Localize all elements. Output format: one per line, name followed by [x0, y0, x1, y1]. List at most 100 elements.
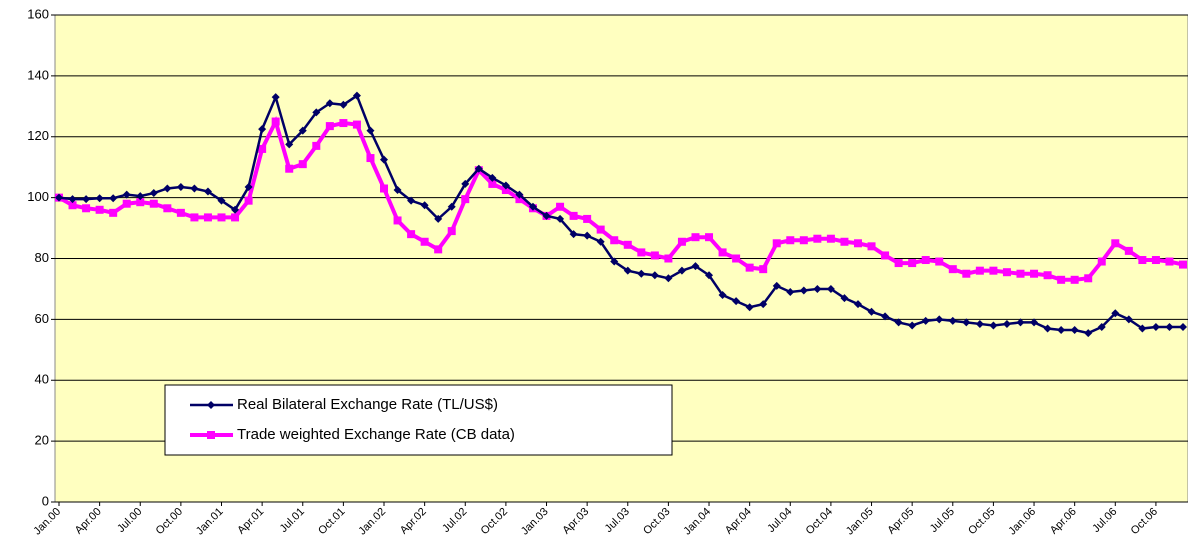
- data-point: [488, 179, 497, 188]
- data-point: [231, 213, 240, 222]
- x-tick-label: Apr.05: [885, 506, 916, 537]
- data-point: [325, 99, 334, 108]
- data-point: [312, 108, 321, 117]
- data-point: [1111, 239, 1120, 248]
- data-point: [312, 141, 321, 150]
- data-point: [1165, 322, 1174, 331]
- data-point: [203, 187, 212, 196]
- data-point: [1179, 260, 1187, 269]
- x-tick-label: Oct.01: [316, 506, 347, 537]
- data-point: [109, 194, 118, 203]
- y-tick-label: 100: [27, 189, 49, 204]
- data-point: [732, 297, 741, 306]
- x-tick-label: Oct.03: [641, 506, 672, 537]
- data-point: [908, 259, 917, 268]
- data-point: [867, 242, 876, 251]
- data-point: [786, 236, 795, 245]
- x-tick-label: Jan.03: [519, 506, 551, 538]
- x-tick-label: Apr.06: [1048, 506, 1079, 537]
- data-point: [840, 294, 849, 303]
- data-point: [1138, 324, 1147, 333]
- y-tick-label: 140: [27, 67, 49, 82]
- data-point: [1030, 269, 1039, 278]
- data-point: [258, 144, 267, 153]
- data-point: [921, 316, 930, 325]
- data-point: [68, 195, 77, 204]
- data-point: [935, 315, 944, 324]
- data-point: [732, 254, 741, 263]
- y-tick-label: 40: [35, 372, 49, 387]
- data-point: [217, 196, 226, 205]
- data-point: [759, 300, 768, 309]
- y-tick-label: 60: [35, 311, 49, 326]
- x-tick-label: Oct.05: [966, 506, 997, 537]
- data-point: [420, 237, 429, 246]
- data-point: [434, 245, 443, 254]
- x-tick-label: Oct.02: [479, 506, 510, 537]
- data-point: [705, 271, 714, 280]
- data-point: [705, 233, 714, 242]
- data-point: [1179, 322, 1187, 331]
- x-tick-label: Apr.03: [560, 506, 591, 537]
- data-point: [380, 155, 389, 164]
- data-point: [190, 213, 199, 222]
- data-point: [366, 126, 375, 135]
- data-point: [1030, 318, 1039, 327]
- data-point: [393, 216, 402, 225]
- data-point: [948, 316, 957, 325]
- x-tick-label: Jan.06: [1006, 506, 1038, 538]
- data-point: [786, 287, 795, 296]
- data-point: [298, 160, 307, 169]
- data-point: [515, 195, 524, 204]
- data-point: [1124, 315, 1133, 324]
- y-tick-label: 0: [42, 493, 49, 508]
- x-tick-label: Apr.01: [235, 506, 266, 537]
- data-point: [95, 194, 104, 203]
- data-point: [407, 196, 416, 205]
- data-point: [1002, 268, 1011, 277]
- x-tick-label: Jan.00: [31, 506, 63, 538]
- data-point: [1111, 309, 1120, 318]
- data-point: [989, 321, 998, 330]
- data-point: [488, 173, 497, 182]
- data-point: [515, 190, 524, 199]
- y-tick-label: 120: [27, 128, 49, 143]
- data-point: [691, 262, 700, 271]
- legend-marker: [207, 431, 215, 439]
- data-point: [881, 251, 890, 260]
- data-point: [1070, 326, 1079, 335]
- data-point: [894, 259, 903, 268]
- y-tick-label: 80: [35, 250, 49, 265]
- data-point: [813, 284, 822, 293]
- x-tick-label: Oct.00: [154, 506, 185, 537]
- data-point: [853, 239, 862, 248]
- x-tick-label: Jan.05: [844, 506, 876, 538]
- data-point: [1057, 275, 1066, 284]
- data-point: [1002, 319, 1011, 328]
- data-point: [989, 266, 998, 275]
- data-point: [1165, 257, 1174, 266]
- data-point: [1151, 322, 1160, 331]
- data-point: [921, 256, 930, 265]
- data-point: [1124, 246, 1133, 255]
- data-point: [149, 199, 158, 208]
- data-point: [1057, 326, 1066, 335]
- x-tick-label: Apr.02: [398, 506, 429, 537]
- data-point: [149, 189, 158, 198]
- data-point: [1084, 329, 1093, 338]
- data-point: [664, 254, 673, 263]
- data-point: [122, 199, 131, 208]
- x-tick-label: Jul.03: [603, 506, 632, 535]
- x-tick-label: Apr.04: [723, 506, 754, 537]
- data-point: [691, 233, 700, 242]
- data-point: [637, 248, 646, 257]
- data-point: [1070, 275, 1079, 284]
- data-point: [163, 204, 172, 213]
- data-point: [583, 231, 592, 240]
- data-point: [826, 234, 835, 243]
- data-point: [1043, 271, 1052, 280]
- data-point: [339, 119, 348, 128]
- data-point: [447, 227, 456, 236]
- data-point: [461, 179, 470, 188]
- data-point: [461, 195, 470, 204]
